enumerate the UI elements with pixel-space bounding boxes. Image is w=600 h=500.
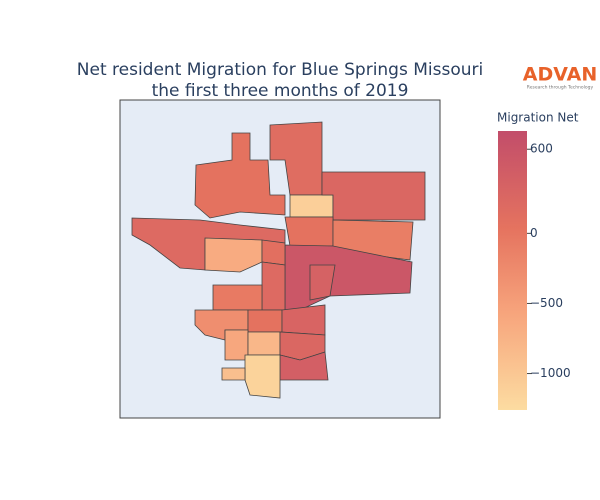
region <box>212 284 263 311</box>
logo: ADVAN <box>523 64 598 86</box>
colorbar <box>498 131 527 410</box>
colorbar-tick-label: 600 <box>530 142 553 156</box>
region <box>244 354 281 399</box>
logo-tagline: Research through Technology <box>527 85 594 91</box>
colorbar-tick-label: 0 <box>530 226 538 240</box>
region <box>321 171 426 221</box>
colorbar-tick-label: −1000 <box>530 366 571 380</box>
region <box>247 309 283 333</box>
region <box>284 216 334 247</box>
region <box>204 237 263 273</box>
chart-subtitle: the first three months of 2019 <box>152 81 409 101</box>
region <box>289 194 334 218</box>
region <box>194 132 286 219</box>
region <box>224 329 249 361</box>
region <box>261 261 286 311</box>
region <box>221 367 246 381</box>
colorbar-tick-label: −500 <box>530 296 563 310</box>
chart-title: Net resident Migration for Blue Springs … <box>77 60 483 80</box>
region <box>247 331 281 356</box>
colorbar-title: Migration Net <box>497 111 579 125</box>
region <box>309 264 336 301</box>
region <box>281 304 326 336</box>
region <box>261 239 286 266</box>
